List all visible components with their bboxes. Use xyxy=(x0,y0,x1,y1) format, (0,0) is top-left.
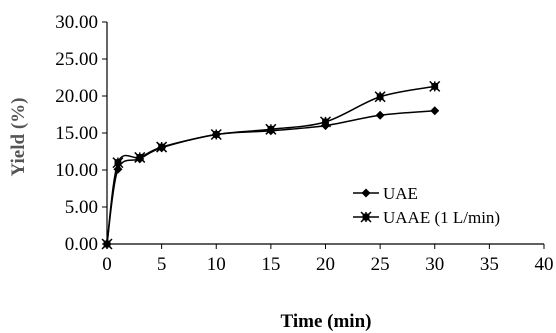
x-tick-label: 0 xyxy=(102,254,112,275)
data-point-uae xyxy=(113,164,123,174)
data-point-uaae-1-l-min xyxy=(265,123,277,135)
legend-label-uaae-1-l-min: UAAE (1 L/min) xyxy=(383,208,500,227)
y-tick-label: 0.00 xyxy=(65,234,98,255)
x-tick-label: 20 xyxy=(316,254,335,275)
axes: 0 5 10 15 20 25 30 35 40 0.00 5.00 10.00 15.00 20.00 2… xyxy=(55,12,553,275)
x-tick-label: 25 xyxy=(371,254,390,275)
legend: UAE UAAE (1 L/min) xyxy=(353,184,500,227)
data-point-uaae-1-l-min xyxy=(156,141,168,153)
x-tick-label: 35 xyxy=(480,254,499,275)
y-tick-label: 25.00 xyxy=(55,49,98,70)
y-tick-label: 30.00 xyxy=(55,12,98,33)
y-tick-label: 15.00 xyxy=(55,123,98,144)
y-tick-label: 5.00 xyxy=(65,197,98,218)
data-point-uaae-1-l-min xyxy=(134,151,146,163)
x-tick-label: 15 xyxy=(261,254,280,275)
series-markers xyxy=(101,80,441,250)
data-point-uaae-1-l-min xyxy=(210,128,222,141)
x-tick-label: 10 xyxy=(207,254,226,275)
legend-marker-uae xyxy=(361,188,371,198)
data-point-uae xyxy=(375,110,385,120)
legend-label-uae: UAE xyxy=(383,184,418,203)
y-axis-title: Yield (%) xyxy=(8,98,29,177)
y-tick-label: 20.00 xyxy=(55,86,98,107)
x-axis-title: Time (min) xyxy=(281,311,372,332)
x-tick-label: 40 xyxy=(535,254,554,275)
data-point-uaae-1-l-min xyxy=(374,91,386,103)
data-point-uaae-1-l-min xyxy=(319,116,332,128)
x-tick-label: 30 xyxy=(425,254,444,275)
data-point-uae xyxy=(430,106,440,116)
legend-marker-uaae-1-l-min xyxy=(360,211,372,223)
data-point-uaae-1-l-min xyxy=(429,80,441,92)
data-point-uaae-1-l-min xyxy=(101,238,113,250)
y-axis-title-group: Yield (%) xyxy=(8,98,29,177)
data-point-uaae-1-l-min xyxy=(112,157,124,169)
y-tick-label: 10.00 xyxy=(55,160,98,181)
x-tick-label: 5 xyxy=(157,254,167,275)
